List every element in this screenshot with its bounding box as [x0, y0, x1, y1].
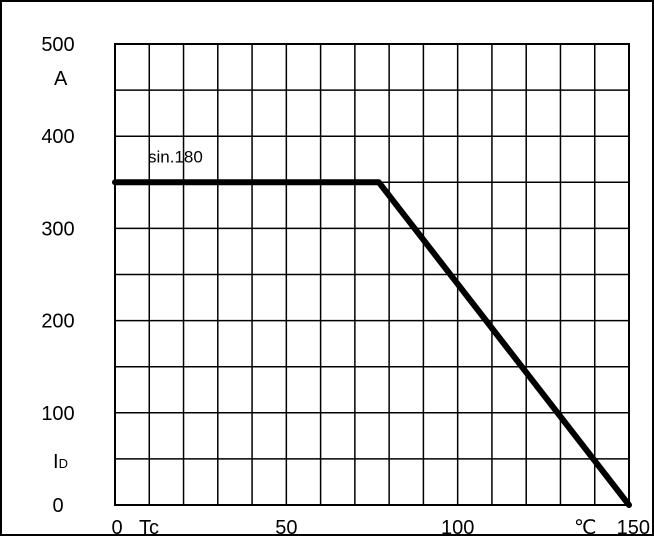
x-tick-label: 150: [617, 517, 650, 536]
grid: [115, 44, 629, 505]
tick-labels: 0 100 200 300 400 500 0 50 100 150: [41, 34, 650, 539]
y-axis-label-subscript: D: [59, 456, 68, 471]
y-axis-label-main: I: [53, 451, 59, 473]
y-axis-label: ID: [53, 451, 68, 473]
y-tick-label: 0: [52, 495, 63, 517]
y-axis-unit: A: [54, 68, 68, 90]
x-tick-label: 0: [111, 517, 122, 536]
series-label: sin.180: [148, 147, 203, 166]
series: sin.180: [112, 147, 632, 508]
y-tick-label: 400: [41, 126, 74, 148]
series-line: [112, 179, 632, 508]
y-tick-label: 200: [41, 311, 74, 333]
plot-frame: [114, 43, 630, 506]
y-tick-label: 500: [41, 34, 74, 56]
y-tick-label: 300: [41, 218, 74, 240]
x-axis-unit: ℃: [574, 517, 596, 536]
y-tick-label: 100: [41, 403, 74, 425]
x-tick-label: 50: [275, 517, 297, 536]
x-axis-label: Tc: [139, 517, 159, 536]
axis-labels: A ID Tc ℃: [53, 68, 596, 539]
x-tick-label: 100: [441, 517, 474, 536]
